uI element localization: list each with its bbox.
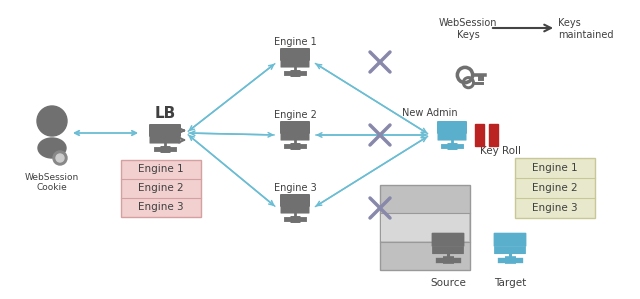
Bar <box>489 124 498 146</box>
Text: Key Roll: Key Roll <box>479 146 520 156</box>
FancyBboxPatch shape <box>280 60 310 68</box>
FancyBboxPatch shape <box>280 121 310 134</box>
Text: Engine 3: Engine 3 <box>138 202 184 212</box>
Circle shape <box>37 106 67 136</box>
Text: New Admin: New Admin <box>402 108 458 118</box>
Text: WebSession
Cookie: WebSession Cookie <box>25 173 79 192</box>
FancyBboxPatch shape <box>437 121 467 134</box>
FancyBboxPatch shape <box>280 194 310 207</box>
FancyBboxPatch shape <box>438 133 467 141</box>
Bar <box>475 124 484 146</box>
FancyBboxPatch shape <box>494 246 526 254</box>
Bar <box>381 213 469 241</box>
FancyBboxPatch shape <box>150 137 180 144</box>
FancyBboxPatch shape <box>280 133 310 141</box>
Text: Engine 3: Engine 3 <box>532 203 578 213</box>
FancyBboxPatch shape <box>432 246 464 254</box>
Text: Engine 2: Engine 2 <box>273 110 316 120</box>
Text: Engine 2: Engine 2 <box>532 183 578 193</box>
Text: Engine 1: Engine 1 <box>532 163 578 173</box>
Text: Engine 1: Engine 1 <box>274 37 316 47</box>
FancyBboxPatch shape <box>280 48 310 61</box>
FancyBboxPatch shape <box>493 233 526 247</box>
Text: Engine 2: Engine 2 <box>138 183 184 193</box>
Text: Engine 1: Engine 1 <box>138 164 184 174</box>
Text: Engine 3: Engine 3 <box>274 183 316 193</box>
FancyBboxPatch shape <box>149 124 181 137</box>
Text: Keys
maintained: Keys maintained <box>558 18 614 39</box>
Text: WebSession
Keys: WebSession Keys <box>439 18 497 39</box>
Bar <box>380 185 470 270</box>
FancyBboxPatch shape <box>280 207 310 213</box>
Circle shape <box>53 151 67 165</box>
FancyBboxPatch shape <box>431 233 465 247</box>
Text: Target: Target <box>494 278 526 288</box>
Text: LB: LB <box>154 106 175 120</box>
Ellipse shape <box>38 138 66 158</box>
Bar <box>515 158 595 218</box>
Text: Source: Source <box>430 278 466 288</box>
Circle shape <box>56 154 64 162</box>
Bar <box>121 160 201 217</box>
